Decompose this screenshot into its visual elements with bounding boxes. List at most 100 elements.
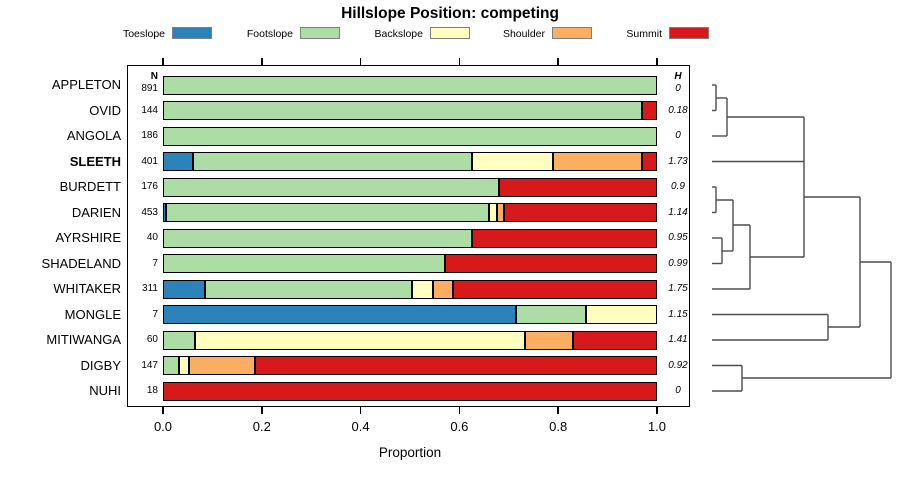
- bar-segment-backslope: [195, 330, 525, 350]
- row-label-ovid: OVID: [89, 102, 121, 118]
- legend-label-summit: Summit: [626, 28, 662, 40]
- h-value: 0.99: [668, 257, 688, 269]
- bar-segment-shoulder: [189, 356, 256, 375]
- bar-segment-toeslope: [163, 305, 516, 324]
- row-label-sleeth: SLEETH: [69, 153, 121, 169]
- h-value: 1.41: [668, 334, 688, 345]
- x-axis-tick-label: 0.2: [252, 419, 271, 434]
- x-axis-tick-top: [656, 58, 658, 65]
- h-value: 0: [675, 130, 681, 141]
- bar-segment-summit: [498, 177, 657, 197]
- row-label-angola: ANGOLA: [66, 128, 121, 143]
- row-label-whitaker: WHITAKER: [53, 281, 121, 296]
- bar-segment-footslope: [192, 152, 472, 171]
- n-value: 147: [141, 359, 158, 371]
- n-value: 891: [141, 83, 158, 94]
- bar-segment-summit: [642, 101, 657, 120]
- row-label-mongle: MONGLE: [64, 306, 121, 322]
- x-axis-tick-bottom: [458, 407, 461, 414]
- n-value: 60: [146, 334, 158, 345]
- bar-segment-summit: [255, 356, 657, 375]
- h-value: 1.75: [668, 283, 688, 294]
- x-axis-tick-top: [162, 58, 164, 65]
- h-value: 0.18: [668, 104, 688, 116]
- backslope-swatch-icon: [430, 27, 470, 39]
- x-axis-tick-top: [458, 58, 461, 65]
- bar-segment-summit: [503, 203, 657, 222]
- bar-segment-footslope: [163, 75, 657, 95]
- bar-segment-shoulder: [432, 279, 454, 299]
- row-label-burdett: BURDETT: [59, 179, 121, 194]
- n-value: 453: [141, 206, 158, 218]
- n-value: 176: [141, 181, 158, 192]
- bar-segment-footslope: [165, 203, 489, 222]
- n-value: 7: [152, 308, 158, 320]
- n-value: 186: [141, 130, 158, 141]
- n-value: 311: [142, 283, 158, 294]
- x-axis-tick-top: [261, 58, 263, 65]
- h-value: 0: [675, 83, 681, 94]
- n-value: 18: [146, 385, 158, 396]
- bar-segment-summit: [163, 381, 657, 401]
- bar-segment-shoulder: [524, 330, 573, 350]
- legend-label-shoulder: Shoulder: [502, 28, 545, 40]
- row-label-darien: DARIEN: [71, 204, 121, 220]
- bar-segment-backslope: [488, 203, 497, 222]
- shoulder-swatch-icon: [552, 27, 592, 39]
- x-axis-tick-label: 1.0: [647, 419, 667, 434]
- bar-segment-toeslope: [163, 279, 206, 299]
- bar-segment-summit: [453, 279, 657, 299]
- bar-segment-footslope: [163, 254, 446, 273]
- bar-segment-footslope: [163, 101, 643, 120]
- summit-swatch-icon: [669, 27, 709, 39]
- row-label-digby: DIGBY: [80, 357, 121, 373]
- bar-segment-summit: [471, 228, 657, 248]
- x-axis-tick-label: 0.0: [153, 419, 173, 434]
- bar-segment-toeslope: [163, 203, 166, 222]
- x-axis-tick-top: [557, 58, 559, 65]
- bar-segment-backslope: [586, 305, 657, 324]
- h-value: 1.14: [668, 206, 688, 218]
- bar-segment-toeslope: [163, 152, 193, 171]
- x-axis-title: Proportion: [378, 445, 442, 460]
- legend-label-backslope: Backslope: [374, 28, 423, 40]
- x-axis-tick-label: 0.6: [450, 419, 469, 434]
- bar-segment-backslope: [178, 356, 190, 375]
- x-axis-tick-label: 0.8: [549, 419, 568, 434]
- x-axis-tick-bottom: [261, 407, 263, 414]
- bar-segment-summit: [572, 330, 657, 350]
- column-header-h: H: [674, 71, 682, 82]
- legend-label-toeslope: Toeslope: [122, 28, 165, 40]
- bar-segment-footslope: [163, 356, 179, 375]
- legend-label-footslope: Footslope: [246, 28, 293, 40]
- x-axis-tick-bottom: [557, 407, 559, 414]
- row-label-shadeland: SHADELAND: [41, 255, 121, 271]
- column-header-n: N: [150, 71, 158, 82]
- n-value: 144: [141, 104, 158, 116]
- x-axis-tick-bottom: [162, 407, 164, 414]
- h-value: 0.92: [668, 359, 688, 371]
- x-axis-tick-bottom: [656, 407, 658, 414]
- row-label-ayrshire: AYRSHIRE: [55, 230, 122, 245]
- bar-segment-backslope: [411, 279, 433, 299]
- toeslope-swatch-icon: [172, 27, 212, 39]
- h-value: 0.9: [671, 181, 685, 192]
- n-value: 40: [146, 232, 158, 243]
- h-value: 1.15: [668, 308, 688, 320]
- bar-segment-footslope: [205, 279, 412, 299]
- x-axis-tick-bottom: [359, 407, 362, 414]
- bar-segment-footslope: [163, 330, 196, 350]
- h-value: 0: [675, 385, 681, 396]
- bar-segment-shoulder: [496, 203, 504, 222]
- footslope-swatch-icon: [300, 27, 340, 39]
- chart-title: Hillslope Position: competing: [341, 5, 559, 22]
- bar-segment-footslope: [163, 177, 499, 197]
- h-value: 0.95: [668, 232, 688, 243]
- bar-segment-backslope: [471, 152, 554, 171]
- n-value: 7: [152, 257, 158, 269]
- n-value: 401: [141, 155, 158, 167]
- bar-segment-footslope: [515, 305, 587, 324]
- bar-segment-shoulder: [553, 152, 643, 171]
- h-value: 1.73: [668, 155, 688, 167]
